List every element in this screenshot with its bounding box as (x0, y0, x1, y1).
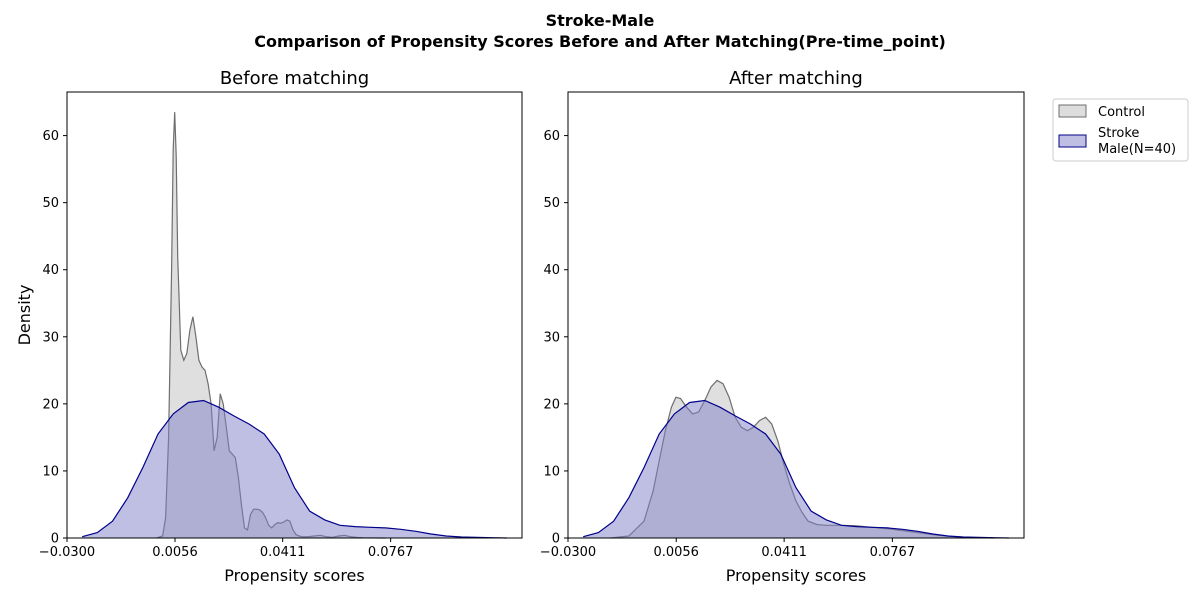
legend-label-control: Control (1098, 105, 1145, 120)
y-tick-label: 20 (543, 397, 560, 412)
figure-title-line2: Comparison of Propensity Scores Before a… (254, 32, 946, 51)
x-tick-label: −0.0300 (540, 545, 596, 560)
y-tick-label: 50 (42, 196, 59, 211)
legend-label-stroke-line1: Stroke (1098, 126, 1139, 141)
x-tick-label: 0.0411 (761, 545, 807, 560)
x-tick-label: 0.0411 (260, 545, 306, 560)
y-tick-label: 30 (42, 330, 59, 345)
x-tick-label: 0.0056 (152, 545, 198, 560)
legend-frame (1052, 98, 1189, 162)
x-axis-label: Propensity scores (726, 566, 866, 585)
y-tick-label: 0 (51, 532, 59, 547)
x-tick-label: 0.0767 (870, 545, 916, 560)
figure-title-line1: Stroke-Male (546, 11, 655, 30)
x-tick-label: −0.0300 (39, 545, 95, 560)
y-axis-label: Density (15, 285, 34, 346)
y-tick-label: 10 (42, 464, 59, 479)
legend-swatch-control (1058, 104, 1087, 118)
panel-title: Before matching (220, 68, 369, 89)
y-tick-label: 40 (42, 263, 59, 278)
axes-frame (567, 91, 1025, 539)
legend: Control Stroke Male(N=40) (1052, 98, 1189, 162)
legend-label-stroke-line2: Male(N=40) (1098, 142, 1176, 157)
series-line-stroke-male (583, 399, 1009, 539)
y-tick-label: 10 (543, 464, 560, 479)
y-tick-label: 30 (543, 330, 560, 345)
y-tick-label: 0 (552, 532, 560, 547)
panel-before-matching: −0.0300 0.0056 0.0411 0.0767 0 10 20 30 40 50 60 Be… (15, 68, 523, 585)
y-tick-label: 20 (42, 397, 59, 412)
y-tick-label: 40 (543, 263, 560, 278)
x-tick-label: 0.0056 (653, 545, 699, 560)
y-tick-label: 50 (543, 196, 560, 211)
series-area-stroke-male (583, 400, 1009, 538)
series-line-stroke-male (82, 399, 507, 539)
x-axis-label: Propensity scores (224, 566, 364, 585)
panel-after-matching: −0.0300 0.0056 0.0411 0.0767 0 10 20 30 40 50 60 Af… (540, 68, 1025, 585)
y-tick-label: 60 (543, 129, 560, 144)
y-tick-label: 60 (42, 129, 59, 144)
axes-frame (66, 91, 523, 539)
panel-title: After matching (729, 68, 863, 89)
x-tick-label: 0.0767 (368, 545, 414, 560)
series-area-stroke-male (82, 400, 507, 538)
legend-swatch-stroke-male (1058, 134, 1087, 148)
